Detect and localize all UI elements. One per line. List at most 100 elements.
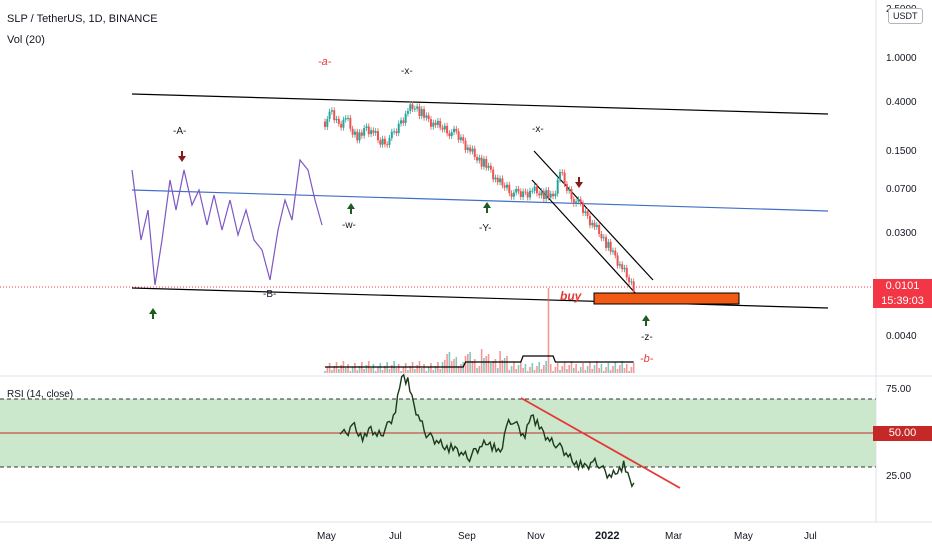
rsi-label: RSI (14, close)	[7, 389, 74, 400]
volume-bar	[483, 358, 485, 373]
candle-body	[478, 157, 481, 161]
candle-body	[598, 224, 601, 235]
candle-body	[494, 177, 497, 180]
candle-body	[503, 185, 506, 188]
volume-bar	[549, 364, 552, 373]
volume-bar	[473, 359, 476, 373]
volume-bar	[561, 366, 564, 373]
candle-body	[425, 115, 428, 118]
candle-body	[427, 115, 430, 120]
volume-bar	[388, 369, 391, 373]
candle-body	[469, 147, 472, 152]
wave-label-a: -a-	[318, 56, 332, 68]
candle-body	[547, 190, 550, 198]
candle-body	[328, 111, 331, 120]
volume-bar	[556, 363, 559, 373]
volume-bar	[351, 367, 354, 373]
candle-body	[561, 172, 564, 174]
current-price-tag: 0.0101	[873, 279, 932, 294]
rsi-trendline	[520, 397, 681, 489]
candle-body	[462, 137, 465, 141]
volume-bar	[602, 371, 605, 373]
volume-bar	[538, 362, 541, 373]
volume-bar	[630, 367, 633, 373]
candle-body	[324, 121, 326, 127]
candle-body	[505, 184, 508, 188]
volume-bar	[400, 371, 402, 373]
candle-body	[363, 127, 366, 136]
volume-bar	[370, 368, 372, 373]
candle-body	[522, 191, 525, 198]
candle-body	[609, 241, 612, 252]
volume-bar	[524, 364, 527, 373]
candle-body	[326, 119, 329, 127]
volume-bar	[632, 363, 635, 373]
volume-bar	[570, 361, 573, 373]
volume-bar	[480, 349, 483, 373]
candle-body	[436, 120, 439, 126]
rsi-axis-tick: 75.00	[886, 384, 911, 395]
volume-bar	[579, 367, 582, 373]
volume-bar	[487, 354, 490, 373]
wave-label-B: -B-	[263, 289, 276, 300]
candle-body	[600, 234, 603, 239]
volume-bar	[379, 363, 382, 373]
candle-body	[595, 224, 598, 227]
volume-bar	[374, 371, 377, 373]
candle-body	[390, 131, 393, 139]
wave-label-z: -z-	[641, 332, 653, 343]
volume-bar	[554, 367, 557, 373]
wave-label-y: -Y-	[479, 223, 491, 234]
volume-bar	[496, 368, 499, 373]
buy-label: buy	[560, 289, 583, 303]
currency-button[interactable]: USDT	[888, 8, 923, 24]
candle-body	[420, 109, 423, 117]
volume-bar	[503, 358, 506, 373]
volume-bar	[434, 366, 437, 373]
candle-body	[443, 125, 446, 130]
candle-body	[586, 211, 589, 216]
volume-bar	[517, 365, 520, 373]
volume-bar	[354, 363, 356, 373]
candle-body	[618, 264, 621, 266]
volume-bar	[384, 366, 386, 373]
candle-body	[575, 201, 578, 204]
volume-bar	[609, 370, 612, 373]
volume-bar	[478, 366, 481, 373]
candle-body	[416, 106, 419, 109]
candle-body	[501, 178, 504, 186]
volume-bar	[598, 368, 600, 373]
candle-body	[584, 211, 587, 213]
candle-body	[459, 137, 462, 140]
candle-body	[450, 132, 453, 137]
candle-body	[625, 267, 628, 278]
channel-bottom-line	[131, 287, 829, 309]
volume-bar	[628, 371, 630, 373]
rsi-axis-tick: 25.00	[886, 471, 911, 482]
volume-bar	[625, 364, 628, 373]
volume-bar	[510, 366, 513, 373]
candle-body	[510, 193, 513, 197]
arrow-up-icon	[149, 308, 157, 319]
candle-body	[554, 193, 557, 197]
candle-body	[519, 191, 522, 198]
candle-body	[563, 172, 566, 185]
volume-bar	[331, 370, 333, 373]
candle-body	[441, 127, 444, 130]
candle-body	[480, 157, 483, 167]
volume-bar	[347, 364, 349, 373]
volume-bar	[423, 364, 425, 373]
candle-body	[473, 148, 476, 158]
volume-bar	[402, 367, 405, 373]
candle-body	[542, 191, 545, 200]
candle-body	[404, 113, 407, 123]
arrow-up-icon	[642, 315, 650, 326]
volume-bar	[476, 368, 478, 373]
volume-bar	[338, 369, 340, 373]
candle-body	[492, 169, 495, 180]
volume-bar	[324, 371, 326, 373]
volume-bar	[522, 368, 524, 373]
arrow-down-icon	[575, 177, 583, 188]
volume-bar	[559, 370, 561, 373]
